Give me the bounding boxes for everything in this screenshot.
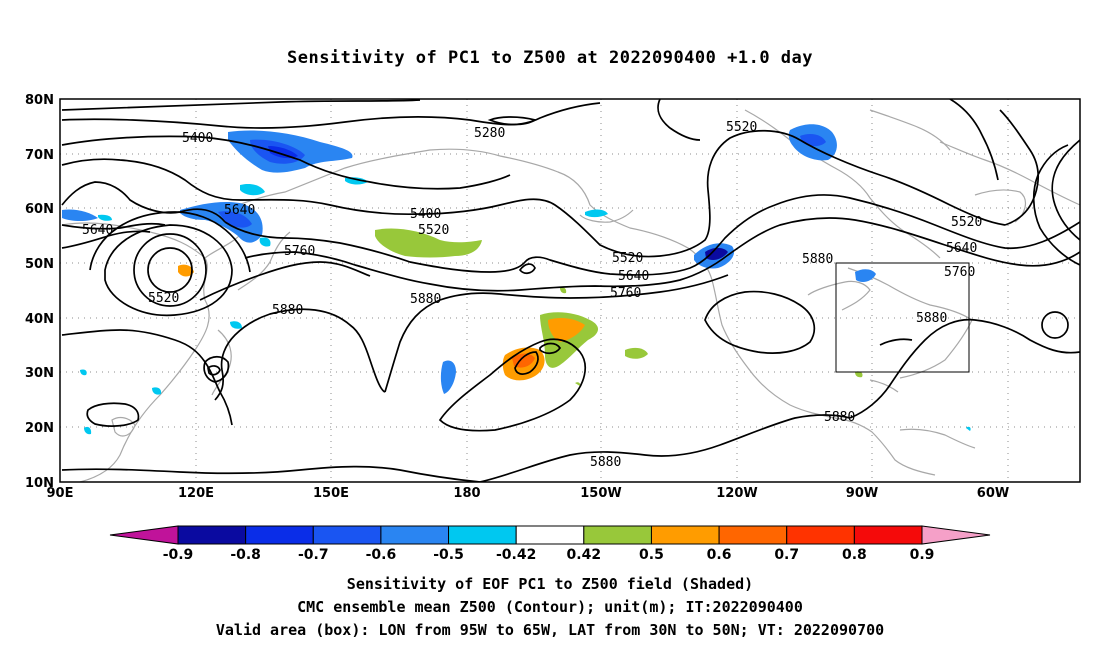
colorbar-tick-label: 0.8 [842,547,867,563]
lon-label: 90W [846,486,878,501]
contour-label: 5520 [951,215,982,230]
colorbar-cell [650,525,720,545]
lat-label: 40N [25,312,54,327]
contour-label: 5880 [916,311,947,326]
lat-label: 70N [25,148,54,163]
contour-label: 5760 [610,286,641,301]
contour-label: 5880 [590,455,621,470]
colorbar-tick-label: -0.7 [298,547,329,563]
lon-label: 120E [178,486,214,501]
contour-label: 5760 [284,244,315,259]
valid-area-box [835,262,970,373]
map-border [59,98,1081,483]
colorbar-tick-label: -0.8 [230,547,261,563]
colorbar-cell [718,525,788,545]
lat-label: 20N [25,421,54,436]
contour-label: 5880 [802,252,833,267]
contour-label: 5640 [82,223,113,238]
contour-label: 5640 [618,269,649,284]
colorbar-tick-label: -0.5 [433,547,464,563]
lon-label: 150E [313,486,349,501]
lat-label: 10N [25,476,54,491]
lon-label: 120W [716,486,757,501]
contour-label: 5640 [224,203,255,218]
colorbar-cell [515,525,585,545]
colorbar-tick-label: -0.6 [366,547,397,563]
colorbar: -0.9 -0.8 -0.7 -0.6 -0.5 -0.42 0.42 0.5 0.6 0.7 0.… [109,525,991,563]
colorbar-cell [380,525,450,545]
colorbar-tick-label: 0.5 [639,547,664,563]
colorbar-cell [583,525,652,545]
caption-line-2: CMC ensemble mean Z500 (Contour); unit(m… [297,598,803,616]
colorbar-right-triangle [921,525,991,545]
longitude-labels: 90E 120E 150E 180 150W 120W 90W 60W [47,486,1010,501]
lat-label: 60N [25,202,54,217]
latitude-labels: 80N 70N 60N 50N 40N 30N 20N 10N [25,93,54,491]
colorbar-tick-label: -0.9 [163,547,194,563]
colorbar-cell [448,525,517,545]
contour-label: 5520 [148,291,179,306]
colorbar-cell [312,525,382,545]
colorbar-cell [245,525,314,545]
colorbar-tick-label: 0.7 [774,547,799,563]
colorbar-cell [786,525,855,545]
chart-title: Sensitivity of PC1 to Z500 at 2022090400… [286,48,813,68]
lat-label: 80N [25,93,54,108]
map-area [60,99,1080,482]
lon-label: 180 [453,486,480,501]
contour-label: 5760 [944,265,975,280]
colorbar-tick-label: -0.42 [496,547,536,563]
z500-contours [61,99,1080,482]
contour-labels: 5280 5400 5400 5520 5520 5520 5520 5640 … [82,120,982,470]
colorbar-tick-label: 0.42 [567,547,602,563]
lat-label: 50N [25,257,54,272]
caption-line-1: Sensitivity of EOF PC1 to Z500 field (Sh… [346,575,754,593]
lon-label: 90E [47,486,74,501]
colorbar-tick-label: 0.9 [910,547,935,563]
contour-label: 5880 [272,303,303,318]
contour-label: 5520 [726,120,757,135]
contour-label: 5640 [946,241,977,256]
contour-label: 5520 [418,223,449,238]
contour-label: 5880 [824,410,855,425]
contour-label: 5280 [474,126,505,141]
lat-label: 30N [25,366,54,381]
contour-label: 5880 [410,292,441,307]
colorbar-cell [177,525,247,545]
lon-label: 60W [977,486,1009,501]
contour-label: 5400 [182,131,213,146]
colorbar-left-triangle [109,525,179,545]
contour-label: 5400 [410,207,441,222]
caption-line-3: Valid area (box): LON from 95W to 65W, L… [215,621,885,639]
contour-label: 5520 [612,251,643,266]
colorbar-tick-label: 0.6 [707,547,732,563]
colorbar-cell [853,525,923,545]
coastlines [61,109,1080,482]
lon-label: 150W [580,486,621,501]
